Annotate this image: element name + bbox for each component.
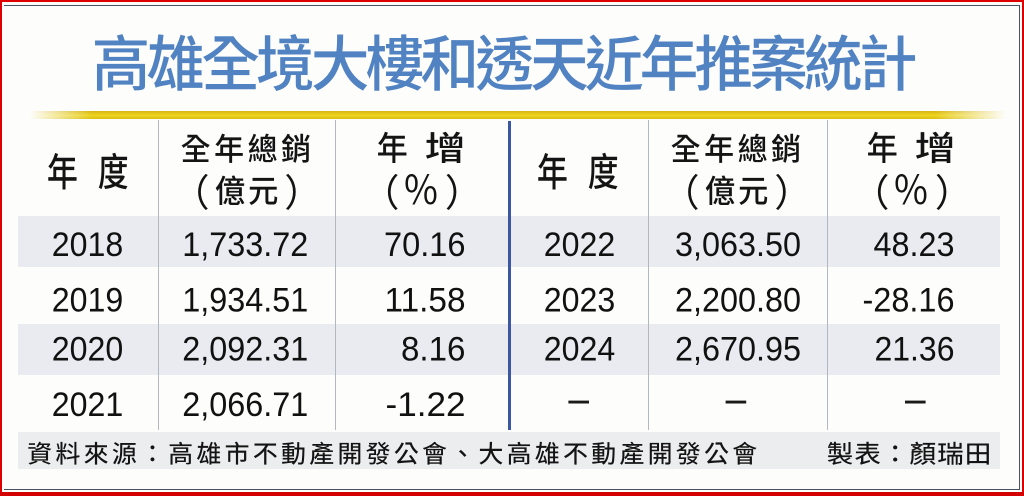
svg-text:70.16: 70.16 <box>384 226 466 264</box>
svg-text:2020: 2020 <box>52 331 124 369</box>
svg-text:2023: 2023 <box>544 282 616 320</box>
svg-text:2024: 2024 <box>544 331 616 369</box>
svg-text:2018: 2018 <box>52 226 124 264</box>
svg-text:2,200.80: 2,200.80 <box>675 282 801 320</box>
svg-text:8.16: 8.16 <box>401 331 466 369</box>
svg-text:1,733.72: 1,733.72 <box>182 226 308 264</box>
svg-text:1,934.51: 1,934.51 <box>182 282 308 320</box>
svg-text:2,092.31: 2,092.31 <box>182 331 308 369</box>
svg-text:-1.22: -1.22 <box>386 386 466 424</box>
svg-text:2,066.71: 2,066.71 <box>182 386 308 424</box>
svg-text:-28.16: -28.16 <box>863 282 955 320</box>
svg-text:2,670.95: 2,670.95 <box>675 331 801 369</box>
svg-text:2019: 2019 <box>52 282 124 320</box>
svg-text:3,063.50: 3,063.50 <box>675 226 801 264</box>
svg-text:2021: 2021 <box>52 386 124 424</box>
svg-text:48.23: 48.23 <box>874 226 955 264</box>
svg-text:11.58: 11.58 <box>385 282 466 320</box>
svg-text:2022: 2022 <box>544 226 616 264</box>
svg-text:21.36: 21.36 <box>875 331 955 369</box>
